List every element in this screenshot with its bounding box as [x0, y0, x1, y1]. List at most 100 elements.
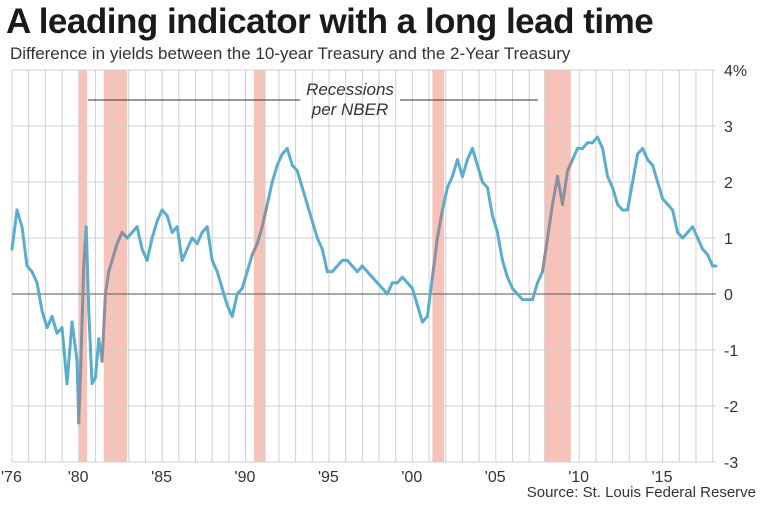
y-tick-label: 0 — [724, 287, 733, 304]
series-segment — [40, 309, 49, 330]
gridlines — [11, 69, 716, 463]
x-axis-ticks: '76 '80 '85 '90 '95 '00 '05 '10 '15 — [1, 469, 673, 486]
y-tick-label: -2 — [724, 399, 738, 416]
series-segment — [215, 270, 224, 290]
series-segment — [175, 225, 184, 262]
x-tick-label: '00 — [401, 469, 422, 486]
series-segment — [310, 219, 319, 240]
series-segment — [165, 214, 174, 234]
series-segment — [410, 286, 419, 307]
series-segment — [135, 225, 144, 251]
series-segment — [240, 270, 249, 290]
series-segment — [300, 186, 309, 206]
series-segment — [195, 230, 204, 246]
y-tick-label: -3 — [724, 455, 738, 472]
series-segment — [315, 236, 324, 251]
series-segment — [551, 174, 560, 206]
series-segment — [596, 135, 605, 150]
y-axis-ticks: 4% 3 2 1 0 -1 -2 -3 — [724, 63, 747, 472]
series-segment — [601, 146, 610, 178]
series-segment — [556, 174, 565, 206]
recession-band-4 — [432, 70, 445, 462]
series-segment — [671, 208, 680, 234]
series-segment — [691, 225, 700, 240]
series-segment — [220, 286, 229, 307]
series-segment — [490, 214, 499, 234]
series-segment — [77, 376, 82, 425]
series-segment — [245, 253, 254, 274]
series-segment — [110, 242, 119, 262]
x-tick-label: '10 — [568, 469, 589, 486]
series-segment — [626, 180, 635, 212]
spread-series — [10, 135, 718, 425]
series-segment — [275, 152, 284, 167]
series-segment — [205, 225, 214, 262]
series-segment — [561, 169, 570, 206]
series-segment — [145, 236, 154, 262]
series-segment — [435, 208, 444, 240]
series-segment — [15, 208, 24, 229]
series-segment — [115, 230, 124, 246]
series-segment — [285, 146, 294, 167]
series-segment — [70, 320, 79, 363]
series-segment — [385, 281, 394, 296]
y-tick-label: 2 — [724, 175, 733, 192]
series-segment — [270, 163, 279, 184]
series-segment — [500, 258, 509, 279]
annotation-line-1: Recessions — [306, 80, 394, 99]
series-segment — [706, 253, 715, 268]
chart-title: A leading indicator with a long lead tim… — [6, 2, 654, 41]
y-tick-label: -1 — [724, 343, 738, 360]
series-segment — [100, 292, 107, 363]
x-tick-label: '80 — [68, 469, 89, 486]
series-segment — [696, 236, 705, 251]
series-segment — [150, 219, 159, 240]
series-segment — [656, 180, 665, 201]
x-tick-label: '76 — [1, 469, 22, 486]
series-segment — [250, 242, 259, 257]
series-segment — [103, 270, 111, 296]
series-segment — [155, 208, 164, 223]
series-segment — [460, 158, 469, 178]
series-segment — [35, 281, 44, 313]
series-segment — [505, 275, 514, 290]
series-segment — [455, 158, 464, 178]
series-segment — [265, 180, 274, 206]
recession-band-2 — [103, 70, 128, 462]
series-segment — [180, 247, 189, 262]
recession-band-5 — [544, 70, 571, 462]
x-tick-label: '95 — [318, 469, 339, 486]
chart-subtitle: Difference in yields between the 10-year… — [10, 44, 571, 63]
series-segment — [107, 258, 114, 274]
series-segment — [641, 146, 650, 162]
series-segment — [84, 225, 91, 313]
series-segment — [20, 225, 29, 268]
series-segment — [87, 309, 94, 386]
series-segment — [566, 158, 575, 173]
series-segment — [470, 146, 479, 167]
series-segment — [450, 158, 459, 178]
series-segment — [260, 202, 269, 229]
recession-annotation: Recessions per NBER — [88, 80, 538, 119]
series-segment — [305, 202, 314, 223]
series-segment — [320, 247, 329, 274]
x-tick-label: '05 — [485, 469, 506, 486]
series-segment — [78, 264, 86, 380]
series-segment — [485, 186, 494, 218]
x-tick-label: '90 — [235, 469, 256, 486]
series-segment — [425, 275, 434, 318]
series-segment — [546, 202, 555, 240]
series-segment — [415, 303, 424, 324]
x-tick-label: '85 — [151, 469, 172, 486]
y-tick-label: 3 — [724, 119, 733, 136]
series-segment — [530, 281, 539, 302]
series-segment — [93, 337, 101, 380]
series-segment — [495, 230, 504, 262]
series-segment — [651, 163, 660, 184]
series-segment — [606, 174, 615, 190]
series-segment — [255, 225, 264, 246]
series-segment — [185, 236, 194, 251]
series-segment — [50, 314, 59, 335]
series-segment — [541, 236, 550, 274]
